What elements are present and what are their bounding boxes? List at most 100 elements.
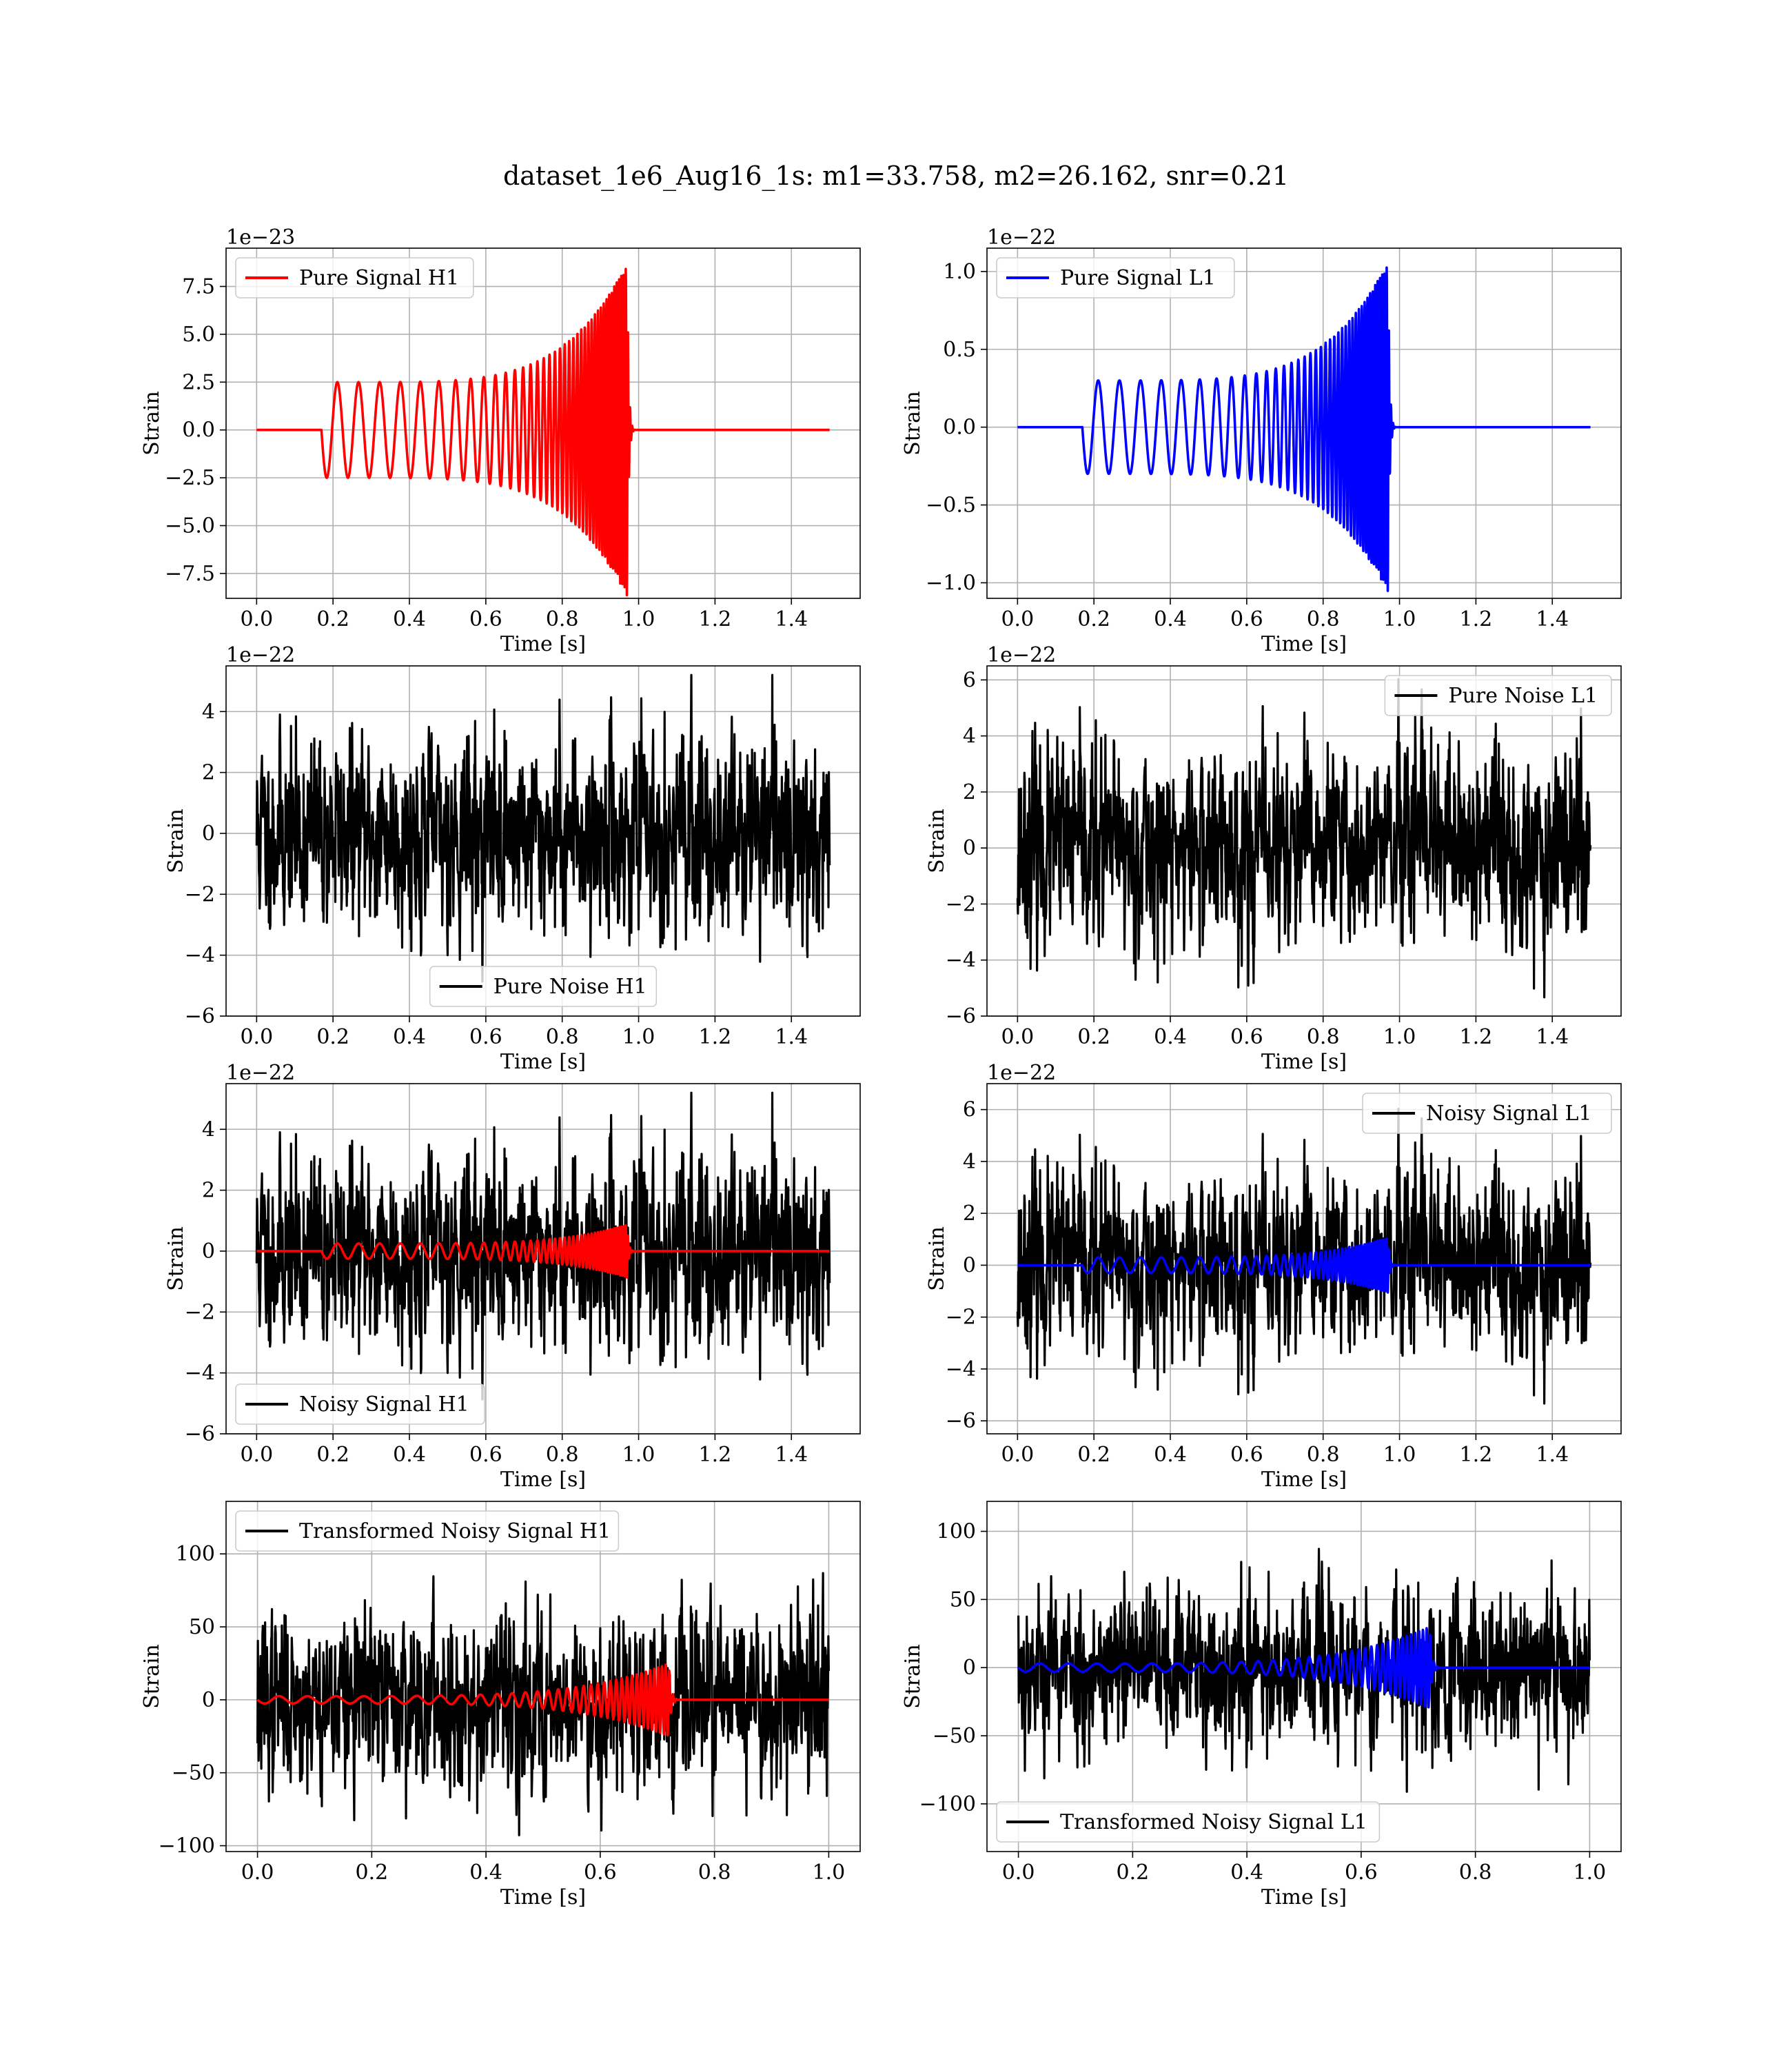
y-tick-label: −6 bbox=[946, 1004, 976, 1028]
x-tick-label: 0.2 bbox=[1077, 1443, 1110, 1467]
x-tick-label: 1.0 bbox=[813, 1861, 846, 1885]
y-tick-label: −4 bbox=[946, 949, 976, 973]
x-tick-label: 1.0 bbox=[1383, 1443, 1416, 1467]
series-group bbox=[255, 267, 831, 597]
series-line-pure-signal-h1 bbox=[255, 267, 831, 597]
legend-box bbox=[996, 257, 1235, 298]
x-tick-label: 1.4 bbox=[775, 607, 808, 631]
x-tick-label: 0.8 bbox=[1307, 607, 1340, 631]
y-tick-label: 0.5 bbox=[943, 338, 976, 362]
x-tick-label: 0.4 bbox=[393, 1025, 426, 1049]
y-tick-label: 0.0 bbox=[182, 418, 215, 443]
x-tick-label: 0.0 bbox=[1002, 1861, 1035, 1885]
series-line-noisy-signal-l1 bbox=[1016, 1108, 1592, 1405]
offset-text: 1e−22 bbox=[226, 1061, 295, 1085]
y-tick-label: 0 bbox=[963, 1656, 976, 1680]
x-axis-label: Time [s] bbox=[500, 1885, 586, 1909]
y-tick-label: 4 bbox=[963, 724, 976, 749]
x-tick-label: 0.8 bbox=[1307, 1443, 1340, 1467]
y-tick-label: −2 bbox=[946, 892, 976, 916]
x-axis-label: Time [s] bbox=[1261, 1050, 1347, 1074]
x-tick-label: 0.2 bbox=[1077, 607, 1110, 631]
x-tick-label: 0.6 bbox=[1230, 607, 1263, 631]
legend: Noisy Signal L1 bbox=[1362, 1093, 1612, 1134]
y-tick-label: −100 bbox=[159, 1834, 215, 1858]
legend-label: Pure Signal L1 bbox=[1060, 266, 1216, 290]
y-tick-label: −7.5 bbox=[165, 562, 215, 586]
y-axis-label: Strain bbox=[164, 809, 188, 873]
y-tick-label: −2 bbox=[185, 882, 215, 906]
series-line-overlay-1 bbox=[1017, 1627, 1591, 1709]
legend-box bbox=[235, 257, 474, 298]
subplots-grid: 0.0 0.2 0.4 0.6 0.8 1.0 1.2 1.4 −7.5 −5.0 −2.5 0.0 2… bbox=[140, 225, 1622, 1909]
x-tick-label: 0.4 bbox=[1230, 1861, 1263, 1885]
legend-box bbox=[235, 1383, 485, 1425]
x-tick-label: 1.4 bbox=[775, 1443, 808, 1467]
y-tick-label: −50 bbox=[172, 1761, 215, 1785]
subplot-noise_h1: 0.0 0.2 0.4 0.6 0.8 1.0 1.2 1.4 −6 −4 −2 0 2 4 Time [s… bbox=[164, 643, 861, 1074]
legend-box bbox=[1362, 1093, 1612, 1134]
legend: Pure Noise L1 bbox=[1384, 675, 1612, 716]
y-tick-label: 4 bbox=[963, 1150, 976, 1174]
x-tick-label: 0.8 bbox=[698, 1861, 731, 1885]
x-tick-label: 1.2 bbox=[699, 1025, 732, 1049]
series-line-overlay-1 bbox=[256, 1663, 830, 1736]
x-tick-label: 1.0 bbox=[622, 1443, 655, 1467]
x-tick-label: 0.4 bbox=[1154, 1443, 1187, 1467]
x-tick-label: 1.4 bbox=[1536, 1443, 1569, 1467]
series-group bbox=[255, 1091, 831, 1401]
y-tick-label: −4 bbox=[185, 944, 215, 968]
offset-text: 1e−22 bbox=[987, 643, 1056, 667]
y-tick-label: −2.5 bbox=[165, 466, 215, 490]
legend: Pure Signal L1 bbox=[996, 257, 1235, 298]
x-tick-label: 0.6 bbox=[469, 607, 502, 631]
series-line-overlay-1 bbox=[1016, 1237, 1592, 1294]
legend-box bbox=[996, 1801, 1381, 1843]
subplot-noisy_l1: 0.0 0.2 0.4 0.6 0.8 1.0 1.2 1.4 −6 −4 −2 0 2 4 6 Time [… bbox=[925, 1061, 1622, 1492]
series-line-transformed-noisy-signal-h1 bbox=[256, 1572, 831, 1836]
x-tick-label: 0.0 bbox=[1001, 1025, 1034, 1049]
x-tick-label: 1.2 bbox=[1460, 607, 1493, 631]
series-line-noisy-signal-h1 bbox=[255, 1091, 831, 1401]
y-tick-label: 2 bbox=[963, 1202, 976, 1226]
x-tick-label: 0.8 bbox=[546, 1025, 579, 1049]
x-axis-label: Time [s] bbox=[500, 1468, 586, 1492]
y-tick-label: 0.0 bbox=[943, 416, 976, 440]
legend: Pure Noise H1 bbox=[429, 966, 658, 1007]
y-tick-label: 2 bbox=[202, 761, 215, 785]
series-group bbox=[255, 673, 831, 983]
x-tick-label: 0.2 bbox=[316, 1443, 349, 1467]
y-tick-label: −2 bbox=[185, 1300, 215, 1324]
offset-text: 1e−22 bbox=[987, 1061, 1056, 1085]
y-tick-label: −1.0 bbox=[926, 571, 976, 595]
legend: Transformed Noisy Signal L1 bbox=[996, 1801, 1381, 1843]
legend-label: Transformed Noisy Signal H1 bbox=[299, 1519, 611, 1543]
axes-frame bbox=[225, 1083, 861, 1435]
y-tick-label: −100 bbox=[919, 1792, 976, 1816]
y-axis-label: Strain bbox=[140, 1644, 164, 1709]
series-group bbox=[256, 1572, 831, 1836]
series-line-pure-noise-h1 bbox=[255, 673, 831, 983]
legend-box bbox=[235, 1510, 620, 1552]
subplot-trans_h1: 0.0 0.2 0.4 0.6 0.8 1.0 −100 −50 0 50 100 Time [s] S… bbox=[140, 1501, 861, 1909]
series-line-transformed-noisy-signal-l1 bbox=[1017, 1548, 1591, 1793]
x-tick-label: 0.4 bbox=[1154, 607, 1187, 631]
y-tick-label: 5.0 bbox=[182, 323, 215, 347]
y-tick-label: −0.5 bbox=[926, 494, 976, 518]
x-tick-label: 0.4 bbox=[1154, 1025, 1187, 1049]
x-tick-label: 0.2 bbox=[316, 607, 349, 631]
axes-frame bbox=[225, 665, 861, 1017]
x-tick-label: 1.0 bbox=[1383, 607, 1416, 631]
y-axis-label: Strain bbox=[925, 809, 949, 873]
y-tick-label: 100 bbox=[176, 1542, 215, 1566]
legend-label: Noisy Signal L1 bbox=[1426, 1102, 1591, 1126]
axes-frame bbox=[225, 1501, 861, 1852]
y-tick-label: 7.5 bbox=[182, 275, 215, 299]
y-axis-label: Strain bbox=[140, 391, 164, 456]
legend-box bbox=[1384, 675, 1612, 716]
legend-label: Pure Signal H1 bbox=[299, 266, 459, 290]
x-tick-label: 1.2 bbox=[699, 607, 732, 631]
series-line-pure-noise-l1 bbox=[1016, 678, 1592, 999]
x-tick-label: 0.0 bbox=[1001, 607, 1034, 631]
